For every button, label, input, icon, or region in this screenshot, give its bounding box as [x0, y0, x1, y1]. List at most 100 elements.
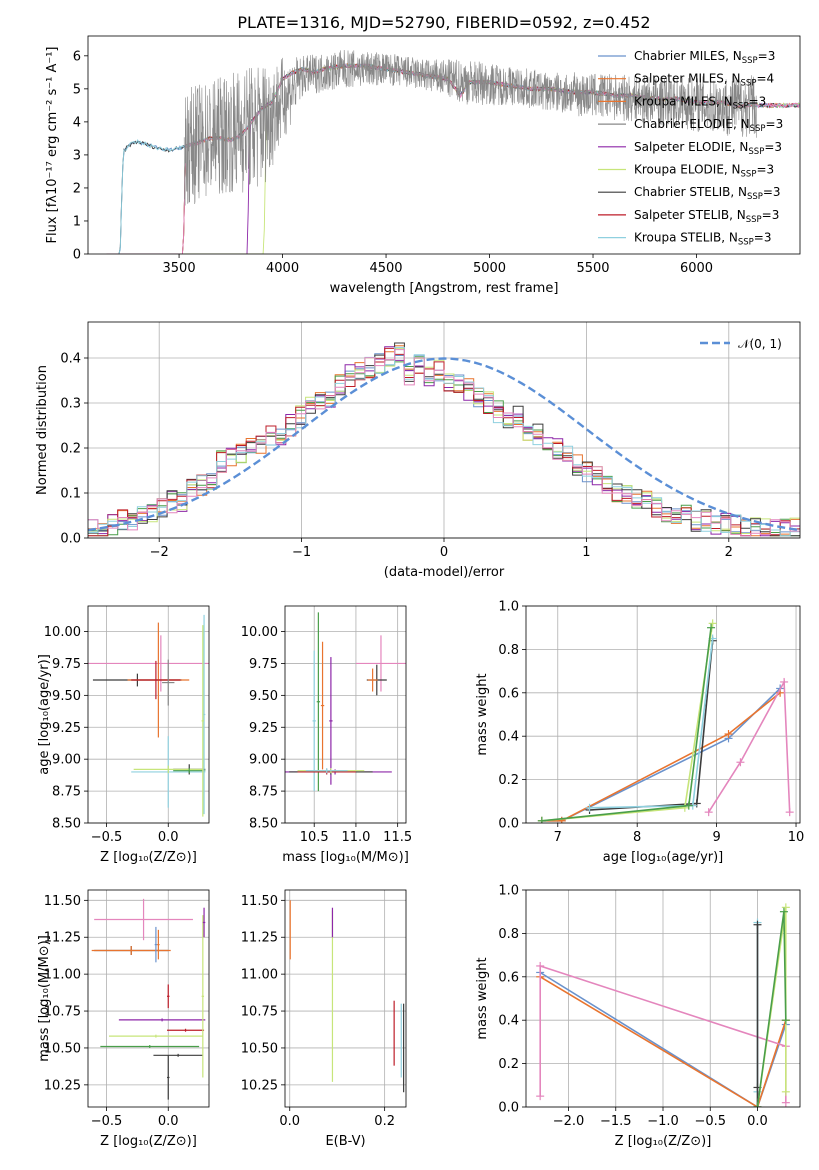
legend-subscript: SSP: [747, 192, 763, 202]
errorbar-point: [131, 660, 181, 700]
legend-label: Chabrier MILES, N: [634, 49, 742, 63]
mass-weight-series: [537, 688, 785, 823]
y-tick-label: 0.1: [60, 487, 81, 502]
x-tick-label: −1.0: [647, 1114, 679, 1129]
series-line: [708, 679, 791, 813]
x-axis-label: Z [log₁₀(Z/Z⊙)]: [615, 1134, 712, 1149]
errorbar-point: [312, 650, 316, 792]
legend-label: Chabrier ELODIE, N: [634, 117, 750, 131]
x-tick-label: 3500: [163, 261, 196, 276]
y-tick-label: 5: [73, 82, 81, 97]
y-tick-label: 10.00: [44, 625, 81, 640]
y-tick-label: 2: [73, 181, 81, 196]
y-tick-label: 9.50: [249, 689, 278, 704]
errorbar-point: [201, 625, 205, 817]
series-line: [541, 692, 781, 822]
errorbar-point: [94, 898, 193, 941]
y-tick-label: 0: [73, 248, 81, 263]
plot-area: [536, 903, 790, 1107]
y-tick-label: 10.75: [44, 1005, 81, 1020]
x-axis-label: Z [log₁₀(Z/Z⊙)]: [100, 850, 197, 865]
plot-area: [285, 612, 406, 792]
x-tick-label: −0.5: [91, 1114, 123, 1129]
legend-suffix: =3: [762, 208, 780, 222]
spectrum-panel: 3500 4000 4500 5000 5500 6000 0 1 2 3 4 5 6 Chabrier …: [45, 35, 801, 296]
x-tick-label: −0.5: [694, 1114, 726, 1129]
x-axis-label: Z [log₁₀(Z/Z⊙)]: [100, 1134, 197, 1149]
legend-entry: Kroupa ELODIE, NSSP=3: [634, 163, 774, 180]
y-tick-label: 10.50: [241, 1041, 278, 1056]
series-line: [541, 627, 712, 822]
x-axis-label: mass [log₁₀(M/M⊙)]: [282, 850, 409, 865]
series-line: [539, 976, 787, 1107]
y-tick-label: 8.50: [52, 817, 81, 832]
plus-marker: [708, 619, 717, 628]
x-tick-label: −1: [292, 545, 311, 560]
residual-legend: 𝒩(0, 1): [700, 337, 782, 351]
legend-suffix: =3: [763, 185, 781, 199]
mass-weight-series: [704, 677, 794, 817]
mass-weight-vs-metallicity-panel: −2.0 −1.5 −1.0 −0.5 0.0 0.0 0.2 0.4 0.6 0.8 1.0 Z […: [475, 884, 801, 1149]
plus-marker: [537, 816, 546, 823]
legend-entry: Chabrier MILES, NSSP=3: [634, 49, 775, 66]
axes-frame: [525, 889, 801, 1108]
y-tick-label: 11.25: [241, 931, 278, 946]
mass-weight-vs-age-panel: 7 8 9 10 0.0 0.2 0.4 0.6 0.8 1.0 age [log₁₀(age/yr…: [475, 600, 804, 866]
y-axis-label: mass weight: [475, 957, 490, 1039]
series-line: [539, 971, 787, 1107]
legend-label: Kroupa ELODIE, N: [634, 163, 741, 177]
y-tick-label: 0.6: [498, 970, 519, 985]
axes-frame: [87, 35, 801, 255]
y-tick-label: 1.0: [498, 884, 519, 899]
legend-suffix: =3: [756, 163, 774, 177]
legend-entry: Salpeter ELODIE, NSSP=3: [634, 140, 782, 157]
observed-spectrum-line: [183, 49, 757, 206]
y-tick-label: 9.75: [52, 657, 81, 672]
plus-marker: [785, 808, 794, 817]
errorbar-point: [320, 641, 325, 770]
y-tick-label: 0.2: [498, 773, 519, 788]
y-tick-label: 9.25: [249, 721, 278, 736]
y-tick-label: 0.6: [498, 686, 519, 701]
y-axis-label: mass weight: [475, 673, 490, 755]
errorbar-point: [173, 768, 206, 774]
legend-entry: Kroupa MILES, NSSP=3: [634, 94, 766, 111]
y-tick-label: 0.2: [60, 442, 81, 457]
age-vs-mass-panel: 10.5 11.0 11.5 8.50 8.75 9.00 9.25 9.50 9.75 10.0…: [241, 605, 412, 865]
y-tick-label: 11.25: [44, 931, 81, 946]
axes-frame: [284, 605, 407, 824]
legend-subscript: SSP: [742, 56, 758, 66]
errorbar-point: [305, 768, 348, 774]
errorbar-point: [108, 1034, 203, 1038]
legend-entry: Salpeter STELIB, NSSP=3: [634, 208, 779, 225]
plus-marker: [724, 730, 733, 739]
x-axis-label: (data-model)/error: [384, 565, 505, 580]
legend-label: Kroupa MILES, N: [634, 94, 733, 108]
x-tick-label: 9: [712, 830, 720, 845]
y-tick-label: 0.8: [498, 643, 519, 658]
plot-area: [91, 898, 206, 1100]
plus-marker: [704, 808, 713, 817]
mass-vs-extinction-panel: 0.0 0.2 10.25 10.50 10.75 11.00 11.25 11.50 E(B-…: [241, 889, 407, 1149]
x-tick-label: 5500: [576, 261, 609, 276]
legend-suffix: =3: [766, 117, 784, 131]
axes-frame: [87, 889, 210, 1108]
y-tick-label: 0.0: [498, 1101, 519, 1116]
x-tick-label: 7: [554, 830, 562, 845]
y-axis-label: age [log₁₀(age/yr)]: [37, 654, 52, 775]
legend-subscript: SSP: [733, 101, 749, 111]
y-tick-label: 0.4: [498, 1014, 519, 1029]
axes-frame: [87, 605, 210, 824]
errorbar-point: [367, 668, 378, 692]
plus-marker: [781, 903, 790, 912]
y-tick-label: 0.3: [60, 397, 81, 412]
x-tick-label: 0.0: [279, 1114, 300, 1129]
x-tick-label: 1: [582, 545, 590, 560]
x-axis-label: age [log₁₀(age/yr)]: [603, 850, 724, 865]
legend-subscript: SSP: [748, 147, 764, 157]
y-tick-label: 9.50: [52, 689, 81, 704]
legend-subscript: SSP: [750, 124, 766, 134]
x-tick-label: 10.5: [300, 830, 329, 845]
legend-subscript: SSP: [741, 79, 757, 89]
